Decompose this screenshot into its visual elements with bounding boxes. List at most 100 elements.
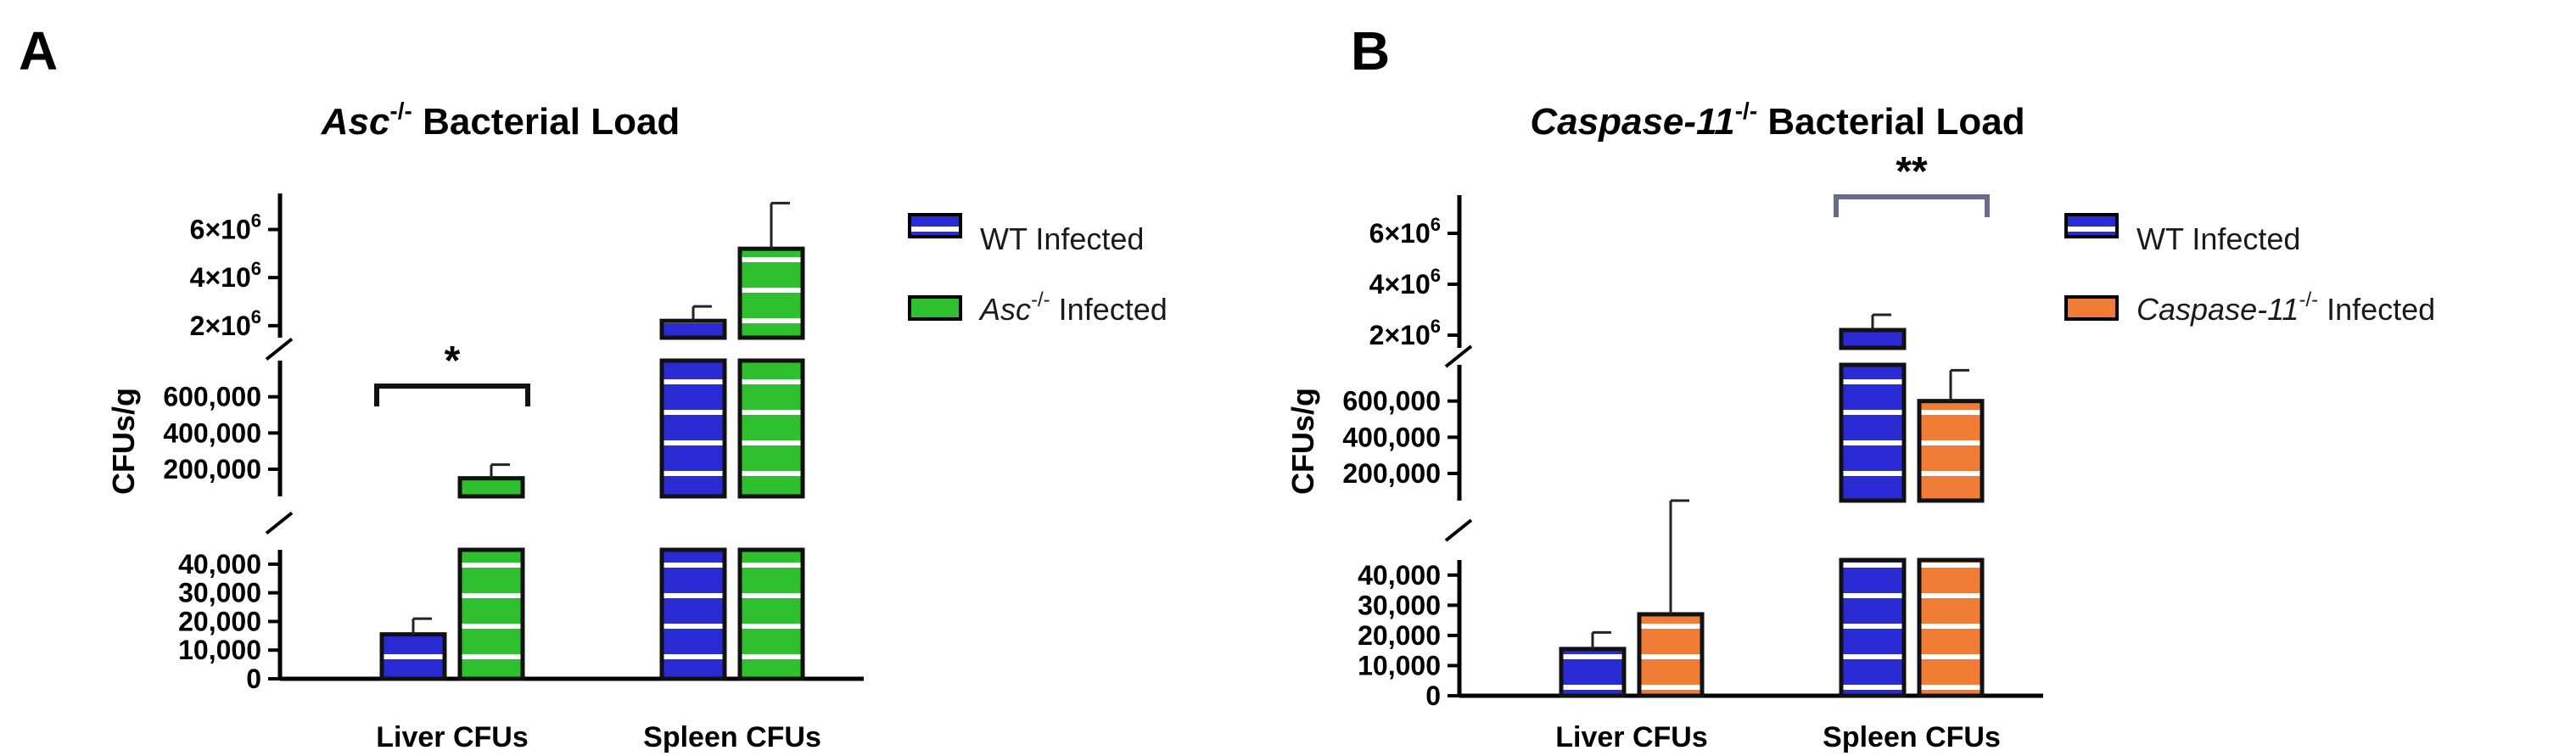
title-sup: -/- [389, 98, 412, 124]
y-tick-label-base: 20,000 [178, 606, 261, 636]
y-tick-label: 4×106 [1369, 265, 1441, 300]
y-tick-label: 400,000 [1342, 422, 1441, 452]
y-tick-label-exponent: 6 [1431, 214, 1441, 235]
legend-rest: WT Infected [2136, 221, 2300, 256]
y-tick-label-exponent: 6 [1431, 265, 1441, 286]
y-tick-label: 20,000 [178, 606, 261, 636]
legend-sup: -/- [1031, 288, 1050, 311]
title-italic: Asc [321, 101, 390, 143]
bar [1917, 557, 1985, 698]
legend-swatch-wt [2064, 213, 2119, 238]
y-tick-label-base: 4×10 [190, 262, 251, 293]
y-tick-label-base: 200,000 [163, 454, 261, 484]
category-label: Spleen CFUs [643, 721, 821, 753]
y-tick-label-exponent: 6 [251, 210, 261, 232]
bar [457, 476, 525, 499]
y-tick-label: 0 [246, 664, 261, 694]
bar [379, 632, 447, 681]
panel-b-legend: WT Infected Caspase-11-/- Infected [2064, 213, 2435, 327]
title-rest: Bacterial Load [412, 101, 680, 143]
y-tick-label: 200,000 [1342, 458, 1441, 489]
bar [1559, 647, 1627, 698]
y-tick-label: 400,000 [163, 417, 261, 448]
y-tick-label: 20,000 [1358, 620, 1441, 651]
bar [1839, 328, 1907, 350]
y-tick-label: 2×106 [190, 306, 261, 341]
legend-italic: Caspase-11 [2136, 292, 2299, 327]
y-tick-label-base: 6×10 [1369, 218, 1431, 249]
y-tick-label-base: 10,000 [178, 635, 261, 665]
bar [1839, 362, 1907, 503]
y-tick-label-base: 20,000 [1358, 620, 1441, 651]
y-tick-label: 600,000 [163, 382, 261, 412]
y-tick-label-base: 10,000 [1358, 650, 1441, 680]
y-tick-label: 40,000 [1358, 560, 1441, 591]
y-tick-label: 10,000 [1358, 650, 1441, 680]
y-tick-label-base: 0 [1425, 680, 1441, 711]
panel-letter-b: B [1351, 20, 1390, 81]
y-tick-label-exponent: 6 [251, 306, 261, 328]
y-tick-label: 10,000 [178, 635, 261, 665]
category-label: Spleen CFUs [1823, 721, 2001, 753]
significance-bracket [374, 384, 530, 406]
axis-break-mark [1444, 518, 1473, 542]
y-tick-label-base: 400,000 [163, 417, 261, 448]
y-tick-label: 40,000 [178, 549, 261, 580]
y-tick-label: 4×106 [190, 258, 261, 293]
y-tick-label-exponent: 6 [1431, 316, 1441, 337]
y-tick-label: 6×106 [1369, 214, 1441, 249]
y-tick-label-base: 4×10 [1369, 269, 1431, 300]
y-tick-label-base: 40,000 [178, 549, 261, 580]
legend-swatch-casp [2064, 295, 2119, 321]
bar [1839, 557, 1907, 698]
bar [659, 318, 727, 340]
y-tick-label-base: 600,000 [163, 382, 261, 412]
y-tick-label-base: 0 [246, 664, 261, 694]
panel-b-ylabel: CFUs/g [1285, 388, 1320, 495]
axis-break-mark [265, 511, 294, 535]
axis-break-mark [265, 337, 294, 361]
legend-rest: Infected [2318, 292, 2435, 327]
legend-swatch-asc [908, 295, 962, 321]
legend-label-wt: WT Infected [980, 221, 1144, 256]
y-tick-label-base: 400,000 [1342, 422, 1441, 452]
bar [659, 358, 727, 499]
y-tick-label-base: 200,000 [1342, 458, 1441, 489]
bar [1637, 612, 1705, 698]
panel-letter-a: A [19, 20, 58, 81]
y-tick-label: 0 [1425, 680, 1441, 711]
category-label: Liver CFUs [1555, 721, 1708, 753]
significance-label: ** [1896, 149, 1928, 194]
bar [737, 358, 805, 499]
title-sup: -/- [1735, 98, 1757, 124]
legend-rest: Infected [1050, 292, 1168, 327]
legend-swatch-wt [908, 213, 962, 238]
bar [737, 246, 805, 340]
y-tick-label: 30,000 [178, 578, 261, 608]
y-tick-label-base: 30,000 [1358, 590, 1441, 620]
y-tick-label: 30,000 [1358, 590, 1441, 620]
y-tick-label-exponent: 6 [251, 258, 261, 279]
y-tick-label-base: 2×10 [1369, 320, 1431, 350]
bar [659, 547, 727, 681]
panel-b-title: Caspase-11-/- Bacterial Load [1530, 98, 2024, 143]
y-tick-label: 600,000 [1342, 386, 1441, 417]
panel-a-title: Asc-/- Bacterial Load [321, 98, 680, 143]
panel-a-ylabel: CFUs/g [106, 388, 141, 495]
category-label: Liver CFUs [376, 721, 529, 753]
y-tick-label: 200,000 [163, 454, 261, 484]
legend-sup: -/- [2299, 288, 2318, 311]
bar [737, 547, 805, 681]
legend-italic: Asc [978, 292, 1031, 327]
y-tick-label-base: 30,000 [178, 578, 261, 608]
legend-label-casp: Caspase-11-/- Infected [2136, 288, 2435, 327]
y-tick-label-base: 6×10 [190, 215, 251, 245]
y-tick-label: 2×106 [1369, 316, 1441, 350]
y-tick-label-base: 40,000 [1358, 560, 1441, 591]
title-rest: Bacterial Load [1757, 101, 2024, 143]
legend-label-wt: WT Infected [2136, 221, 2300, 256]
bar [457, 547, 525, 681]
